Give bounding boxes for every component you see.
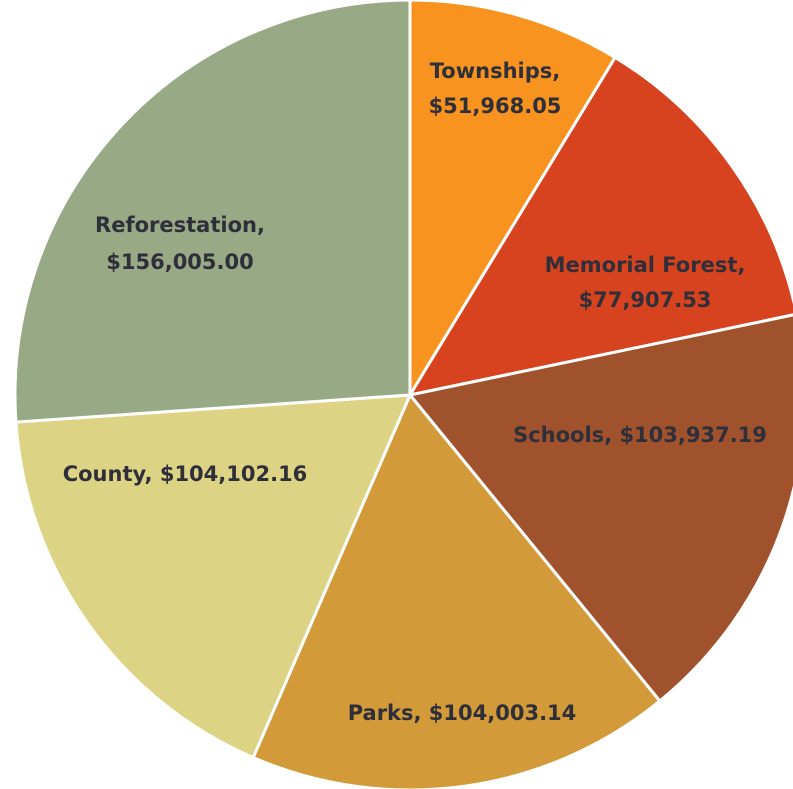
slice-label-memorial-forest: Memorial Forest, $77,907.53 [545, 253, 746, 312]
pie-slice-memorial-forest [406, 55, 793, 398]
slice-label-parks: Parks, $104,003.14 [348, 701, 577, 725]
pie-slice-county [14, 393, 413, 760]
pie-slice-schools [407, 313, 793, 704]
pie-slice-parks [251, 392, 662, 789]
slice-label-schools: Schools, $103,937.19 [513, 423, 767, 447]
pie-slices [13, 0, 793, 789]
pie-slice-townships [408, 0, 618, 401]
slice-label-townships: Townships, $51,968.05 [429, 59, 562, 118]
pie-labels: Townships, $51,968.05 Memorial Forest, $77,… [63, 59, 767, 725]
pie-slice-reforestation [13, 0, 412, 424]
slice-label-reforestation: Reforestation, $156,005.00 [95, 213, 265, 274]
slice-label-county: County, $104,102.16 [63, 462, 308, 486]
